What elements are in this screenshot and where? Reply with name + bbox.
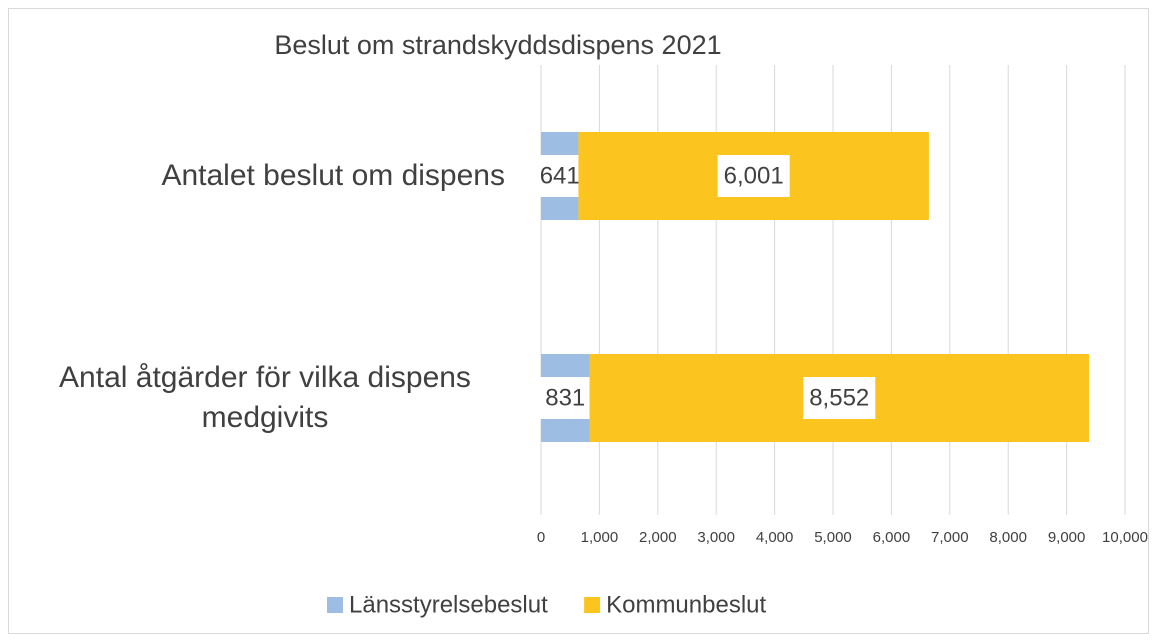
x-tick-label: 4,000 [756, 529, 794, 546]
chart-title: Beslut om strandskyddsdispens 2021 [274, 30, 721, 60]
x-tick-label: 1,000 [581, 529, 619, 546]
data-label: 831 [545, 384, 585, 411]
x-tick-label: 9,000 [1048, 529, 1086, 546]
x-tick-label: 7,000 [931, 529, 969, 546]
category-label: Antal åtgärder för vilka dispens medgivi… [25, 358, 505, 438]
legend-swatch [327, 597, 343, 613]
x-tick-label: 10,000 [1102, 529, 1148, 546]
data-label-bg [803, 377, 876, 419]
data-label-bg [717, 155, 790, 197]
x-tick-label: 5,000 [814, 529, 852, 546]
data-label-bg [539, 377, 592, 419]
x-tick-label: 8,000 [989, 529, 1027, 546]
category-text: Antal åtgärder för vilka dispens medgivi… [59, 361, 471, 434]
data-label-bg [533, 155, 586, 197]
data-label: 641 [540, 162, 580, 189]
legend-label: Kommunbeslut [606, 591, 766, 618]
chart-border [8, 8, 1149, 634]
x-tick-label: 3,000 [697, 529, 735, 546]
category-text: Antalet beslut om dispens [161, 159, 505, 192]
category-label: Antalet beslut om dispens [161, 156, 505, 196]
x-tick-label: 0 [537, 529, 545, 546]
legend-swatch [584, 597, 601, 613]
data-label: 6,001 [724, 162, 784, 189]
data-label: 8,552 [809, 384, 869, 411]
x-tick-label: 2,000 [639, 529, 677, 546]
x-tick-label: 6,000 [873, 529, 911, 546]
legend-label: Länsstyrelsebeslut [349, 591, 548, 618]
